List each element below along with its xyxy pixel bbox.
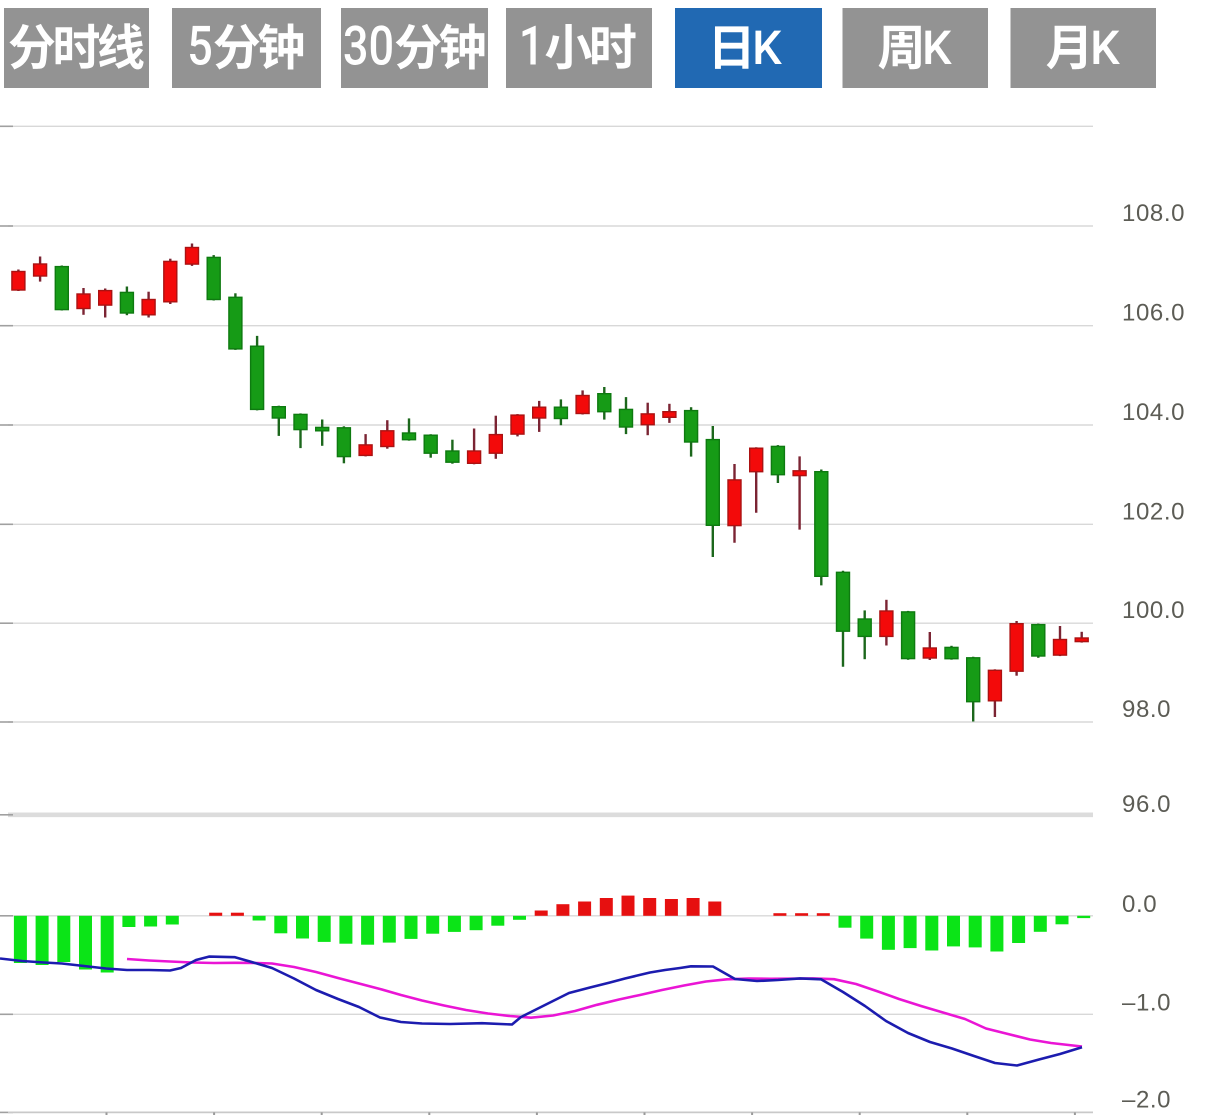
svg-text:100.0: 100.0: [1122, 597, 1185, 624]
svg-text:106.0: 106.0: [1122, 300, 1185, 327]
svg-text:96.0: 96.0: [1122, 791, 1171, 818]
svg-text:–1.0: –1.0: [1122, 989, 1171, 1016]
svg-text:–2.0: –2.0: [1122, 1087, 1171, 1114]
svg-text:0.0: 0.0: [1122, 891, 1157, 918]
svg-text:102.0: 102.0: [1122, 498, 1185, 525]
svg-text:104.0: 104.0: [1122, 399, 1185, 426]
svg-text:98.0: 98.0: [1122, 696, 1171, 723]
svg-text:108.0: 108.0: [1122, 200, 1185, 227]
